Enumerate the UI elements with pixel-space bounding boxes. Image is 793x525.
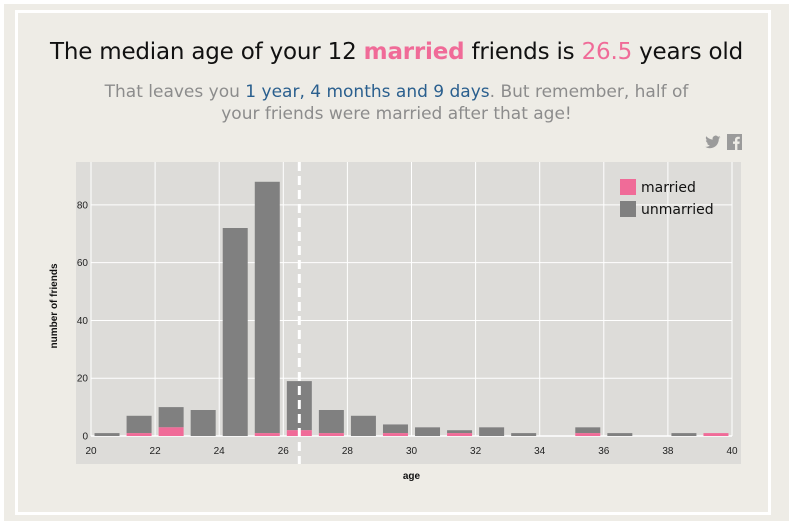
card-inner-border: [15, 10, 771, 515]
twitter-icon[interactable]: [705, 134, 721, 150]
married-count: 12: [327, 39, 357, 65]
legend-swatch-unmarried: [620, 201, 636, 217]
x-tick-label: 22: [150, 446, 162, 457]
x-tick-label: 32: [470, 446, 482, 457]
time-left: 1 year, 4 months and 9 days: [245, 82, 490, 102]
subtitle-pre: That leaves you: [104, 82, 240, 102]
bar-unmarried: [511, 433, 537, 436]
median-age: 26.5: [581, 39, 633, 65]
married-word: married: [363, 39, 465, 65]
bar-unmarried: [94, 433, 120, 436]
bar-unmarried: [350, 415, 376, 436]
bar-unmarried: [607, 433, 633, 436]
bar-unmarried: [671, 433, 697, 436]
headline-pre: The median age of your: [49, 39, 321, 65]
bars: [94, 181, 729, 436]
bar-unmarried: [447, 430, 473, 434]
bar-unmarried: [318, 410, 344, 434]
bar-married: [254, 433, 280, 436]
legend-swatch-married: [620, 179, 636, 195]
x-tick-label: 24: [214, 446, 226, 457]
x-tick-label: 40: [726, 446, 738, 457]
bar-unmarried: [126, 415, 152, 434]
bar-married: [158, 427, 184, 436]
legend-label-married: married: [641, 180, 696, 196]
legend: married unmarried: [620, 179, 714, 218]
x-axis-label: age: [403, 471, 421, 482]
bar-married: [318, 433, 344, 436]
subtitle-post: . But remember, half of your friends wer…: [221, 82, 689, 124]
x-tick-label: 26: [278, 446, 290, 457]
y-tick-label: 80: [77, 200, 89, 211]
bar-unmarried: [254, 181, 280, 434]
bar-unmarried: [575, 427, 601, 434]
bar-married: [703, 433, 729, 436]
bar-unmarried: [190, 410, 216, 436]
y-tick-label: 20: [77, 374, 89, 385]
x-tick-label: 20: [85, 446, 97, 457]
y-axis-label: number of friends: [49, 263, 60, 348]
x-tick-label: 38: [662, 446, 674, 457]
bar-unmarried: [479, 427, 505, 436]
facebook-icon[interactable]: [727, 134, 742, 150]
bar-married: [126, 433, 152, 436]
headline: The median age of your 12 married friend…: [0, 39, 793, 65]
x-tick-label: 34: [534, 446, 546, 457]
y-tick-label: 0: [82, 432, 88, 443]
x-tick-label: 36: [598, 446, 610, 457]
y-tick-label: 40: [77, 316, 89, 327]
subtitle: That leaves you 1 year, 4 months and 9 d…: [88, 81, 705, 125]
headline-mid: friends is: [471, 39, 575, 65]
bar-unmarried: [415, 427, 441, 436]
x-tick-label: 30: [406, 446, 418, 457]
x-tick-label: 28: [342, 446, 354, 457]
bar-unmarried: [158, 407, 184, 428]
tick-labels: 20 22 24 26 28 30 32 34 36 38 40 0 20 40 60 80: [77, 200, 738, 457]
bar-married: [575, 433, 601, 436]
y-tick-label: 60: [77, 258, 89, 269]
bar-unmarried: [222, 228, 248, 436]
legend-label-unmarried: unmarried: [641, 202, 714, 218]
headline-post: years old: [639, 39, 744, 65]
bar-unmarried: [382, 424, 408, 434]
bar-married: [447, 433, 473, 436]
bar-married: [382, 433, 408, 436]
